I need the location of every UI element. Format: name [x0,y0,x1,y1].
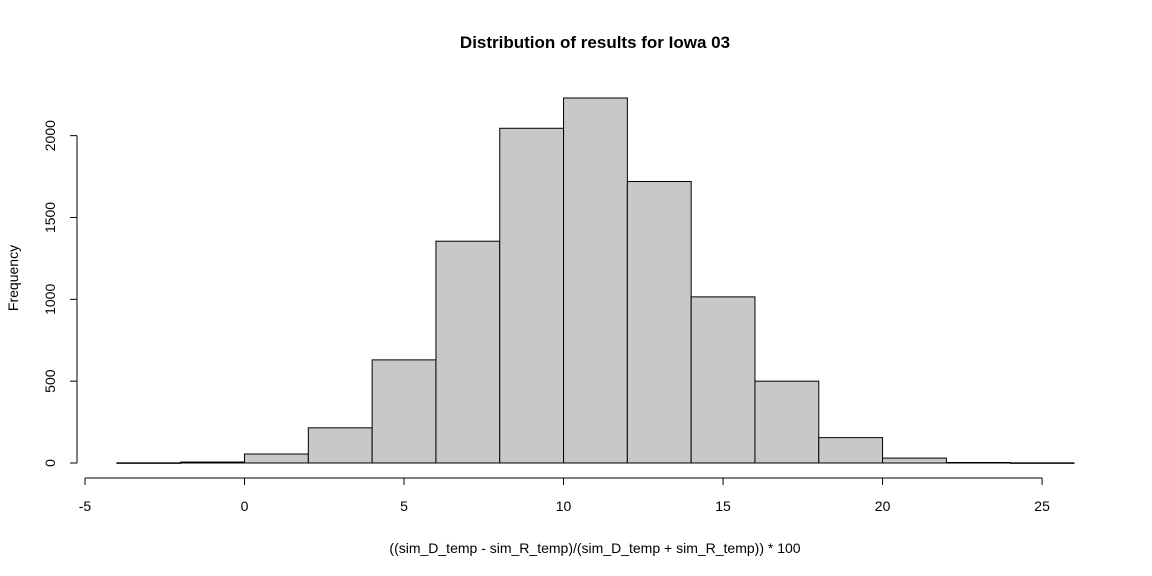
x-tick-label: 15 [715,498,731,514]
histogram-bar [371,359,437,464]
histogram-bar [563,97,628,464]
y-tick-label: 0 [42,459,58,467]
chart-title: Distribution of results for Iowa 03 [460,33,730,52]
y-axis: 0 500 1000 1500 2000 [42,120,78,467]
x-tick-label: -5 [79,498,92,514]
x-axis-label: ((sim_D_temp - sim_R_temp)/(sim_D_temp +… [389,540,800,556]
histogram-bar [499,127,565,464]
histogram-bar [690,296,756,464]
histogram-bar [882,457,947,464]
y-tick-label: 1000 [42,284,58,315]
histogram-bar [626,180,692,464]
histogram-bar [435,240,501,464]
histogram-bar [180,461,246,464]
y-tick-label: 500 [42,369,58,393]
y-tick-label: 1500 [42,202,58,233]
y-tick-label: 2000 [42,120,58,151]
y-axis-label: Frequency [5,245,21,311]
bars-group [116,97,1075,464]
x-tick-label: 5 [400,498,408,514]
x-axis: -5 0 5 10 15 20 25 [79,477,1050,514]
histogram-bar [818,437,884,464]
histogram-bar [244,453,309,464]
histogram-bar [307,427,373,464]
x-tick-label: 10 [556,498,572,514]
x-tick-label: 0 [241,498,249,514]
histogram-bar [945,462,1011,464]
x-tick-label: 20 [875,498,891,514]
histogram-bar [116,462,182,464]
x-tick-label: 25 [1034,498,1050,514]
histogram-bar [1009,462,1075,464]
histogram-bar [754,380,820,464]
